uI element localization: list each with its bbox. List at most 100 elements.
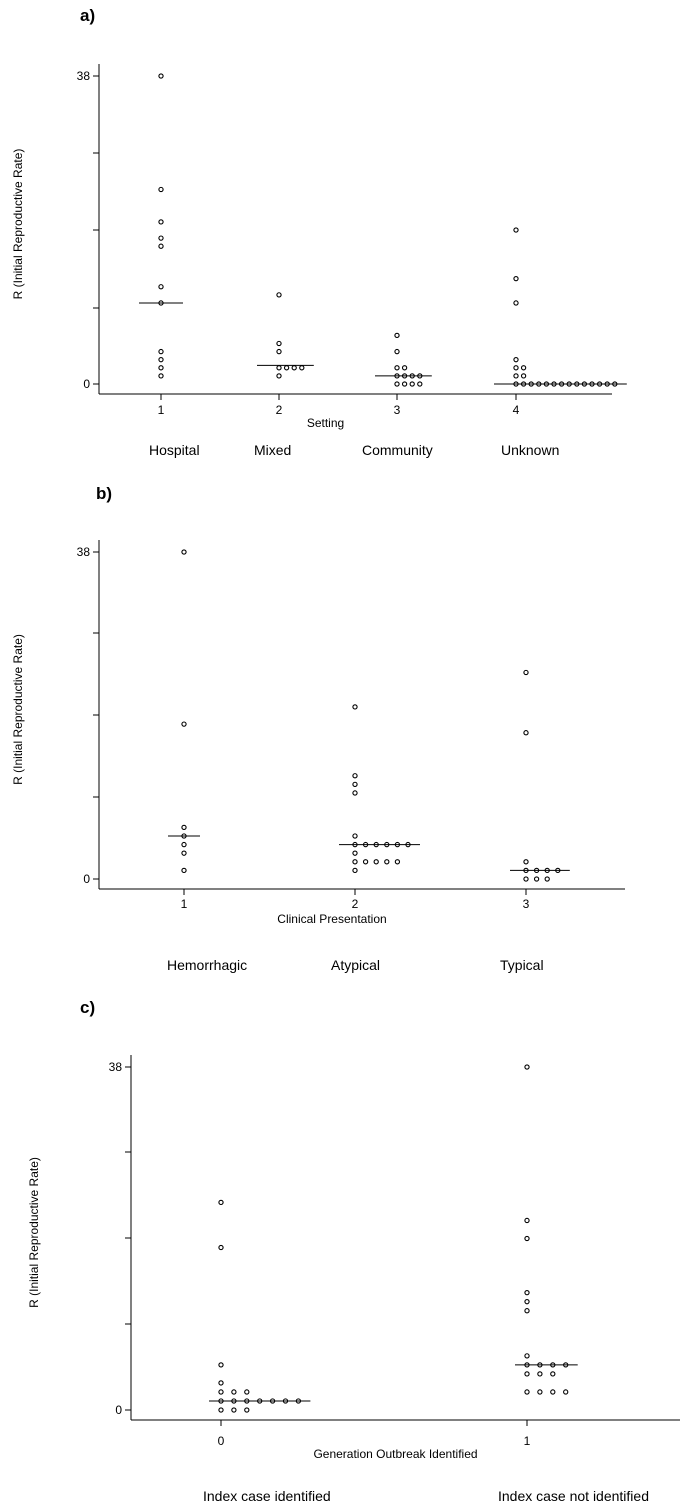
data-point-0-1-7 (276, 373, 282, 379)
y-tick-label-1-1: 38 (77, 545, 91, 559)
data-point-1-1-12 (352, 859, 358, 865)
x-tick-label-2-1: 1 (524, 1434, 531, 1448)
data-point-0-3-1 (513, 275, 519, 282)
data-point-0-1-3 (276, 365, 282, 371)
category-label-unknown: Unknown (501, 442, 560, 458)
category-label-hemorrhagic: Hemorrhagic (167, 957, 248, 973)
category-label-mixed: Mixed (254, 442, 292, 458)
data-point-1-1-3 (352, 790, 358, 796)
data-point-1-0-5 (181, 850, 187, 856)
data-point-0-2-11 (417, 381, 423, 387)
data-point-2-1-14 (524, 1389, 530, 1395)
y-axis-title-1: R (Initial Reproductive Rate) (11, 634, 25, 785)
data-point-2-1-1 (524, 1217, 530, 1224)
panel-label-b: b) (96, 484, 113, 503)
data-point-0-2-2 (394, 365, 400, 371)
x-tick-label-0-0: 1 (158, 403, 165, 417)
data-point-0-3-3 (513, 357, 519, 363)
data-point-0-2-9 (401, 381, 408, 387)
data-point-0-0-8 (158, 357, 164, 363)
data-point-0-1-1 (276, 340, 282, 347)
data-point-0-2-0 (394, 332, 400, 339)
data-point-2-1-5 (524, 1308, 530, 1314)
data-point-0-0-9 (158, 365, 164, 371)
data-point-0-2-10 (409, 381, 415, 387)
data-point-0-1-6 (299, 365, 305, 371)
data-point-0-1-4 (283, 365, 290, 371)
data-point-1-2-2 (523, 859, 529, 865)
data-point-2-0-14 (218, 1407, 224, 1413)
data-point-0-3-6 (513, 373, 519, 379)
data-point-1-1-0 (352, 704, 358, 710)
data-point-2-1-15 (537, 1389, 543, 1395)
category-label-atypical: Atypical (331, 957, 381, 973)
data-point-0-2-8 (394, 381, 400, 387)
data-point-1-1-2 (352, 781, 358, 787)
data-point-0-0-2 (158, 219, 164, 225)
data-point-2-0-6 (244, 1389, 250, 1395)
data-point-2-0-15 (231, 1407, 237, 1413)
data-point-2-0-5 (231, 1389, 237, 1395)
data-point-1-2-8 (533, 876, 540, 882)
data-point-0-0-10 (158, 373, 164, 379)
data-point-2-0-2 (218, 1362, 224, 1368)
data-point-1-1-17 (352, 867, 358, 874)
x-tick-label-1-0: 1 (181, 897, 188, 911)
data-point-1-0-0 (181, 549, 187, 555)
x-axis-title-2: Generation Outbreak Identified (313, 1447, 477, 1461)
data-point-1-0-2 (181, 824, 187, 831)
x-axis-title-0: Setting (307, 416, 344, 430)
data-point-0-3-7 (520, 373, 527, 379)
data-point-1-2-1 (523, 730, 529, 736)
data-point-1-1-15 (384, 859, 390, 865)
data-point-0-1-5 (291, 365, 297, 371)
data-point-1-1-4 (352, 833, 358, 839)
x-tick-label-0-1: 2 (276, 403, 283, 417)
data-point-2-1-16 (550, 1389, 556, 1395)
data-point-2-1-2 (524, 1235, 530, 1242)
y-tick-label-2-1: 38 (109, 1060, 123, 1074)
data-point-1-2-0 (523, 669, 529, 676)
data-point-1-2-7 (523, 876, 529, 882)
category-label-index-identified: Index case identified (203, 1488, 331, 1504)
data-point-1-0-4 (181, 841, 187, 848)
data-point-1-0-1 (181, 721, 187, 727)
category-label-hospital: Hospital (149, 442, 200, 458)
panel-label-a: a) (80, 6, 96, 25)
data-point-0-3-5 (520, 365, 527, 371)
data-point-2-1-17 (563, 1389, 569, 1395)
data-point-2-0-4 (218, 1389, 224, 1395)
data-point-2-1-0 (524, 1064, 530, 1070)
data-point-2-0-1 (218, 1244, 224, 1251)
data-point-0-2-3 (401, 365, 408, 371)
data-point-1-1-11 (352, 850, 358, 856)
panel-label-c: c) (80, 998, 96, 1017)
category-label-index-not-identified: Index case not identified (498, 1488, 649, 1504)
x-tick-label-0-3: 4 (513, 403, 520, 417)
x-tick-label-0-2: 3 (394, 403, 401, 417)
y-tick-label-0-0: 0 (83, 377, 90, 391)
data-point-0-0-1 (158, 186, 164, 193)
data-point-2-0-16 (244, 1407, 250, 1413)
data-point-1-2-9 (544, 876, 550, 882)
data-point-0-0-0 (158, 73, 164, 79)
data-point-0-0-3 (158, 235, 164, 241)
y-axis-title-0: R (Initial Reproductive Rate) (11, 149, 25, 300)
y-axis-title-2: R (Initial Reproductive Rate) (27, 1157, 41, 1308)
category-label-community: Community (362, 442, 433, 458)
data-point-0-0-4 (158, 243, 164, 249)
data-point-0-1-0 (276, 292, 282, 298)
data-point-2-1-13 (550, 1371, 556, 1377)
category-label-typical: Typical (500, 957, 544, 973)
x-tick-label-1-1: 2 (352, 897, 359, 911)
data-point-1-0-6 (181, 867, 187, 874)
x-tick-label-2-0: 0 (218, 1434, 225, 1448)
data-point-0-3-2 (513, 300, 519, 306)
data-point-1-1-16 (394, 859, 401, 865)
data-point-2-1-11 (524, 1371, 530, 1377)
y-tick-label-1-0: 0 (83, 872, 90, 886)
data-point-2-0-3 (218, 1380, 224, 1386)
x-tick-label-1-2: 3 (523, 897, 530, 911)
y-tick-label-0-1: 38 (77, 69, 91, 83)
